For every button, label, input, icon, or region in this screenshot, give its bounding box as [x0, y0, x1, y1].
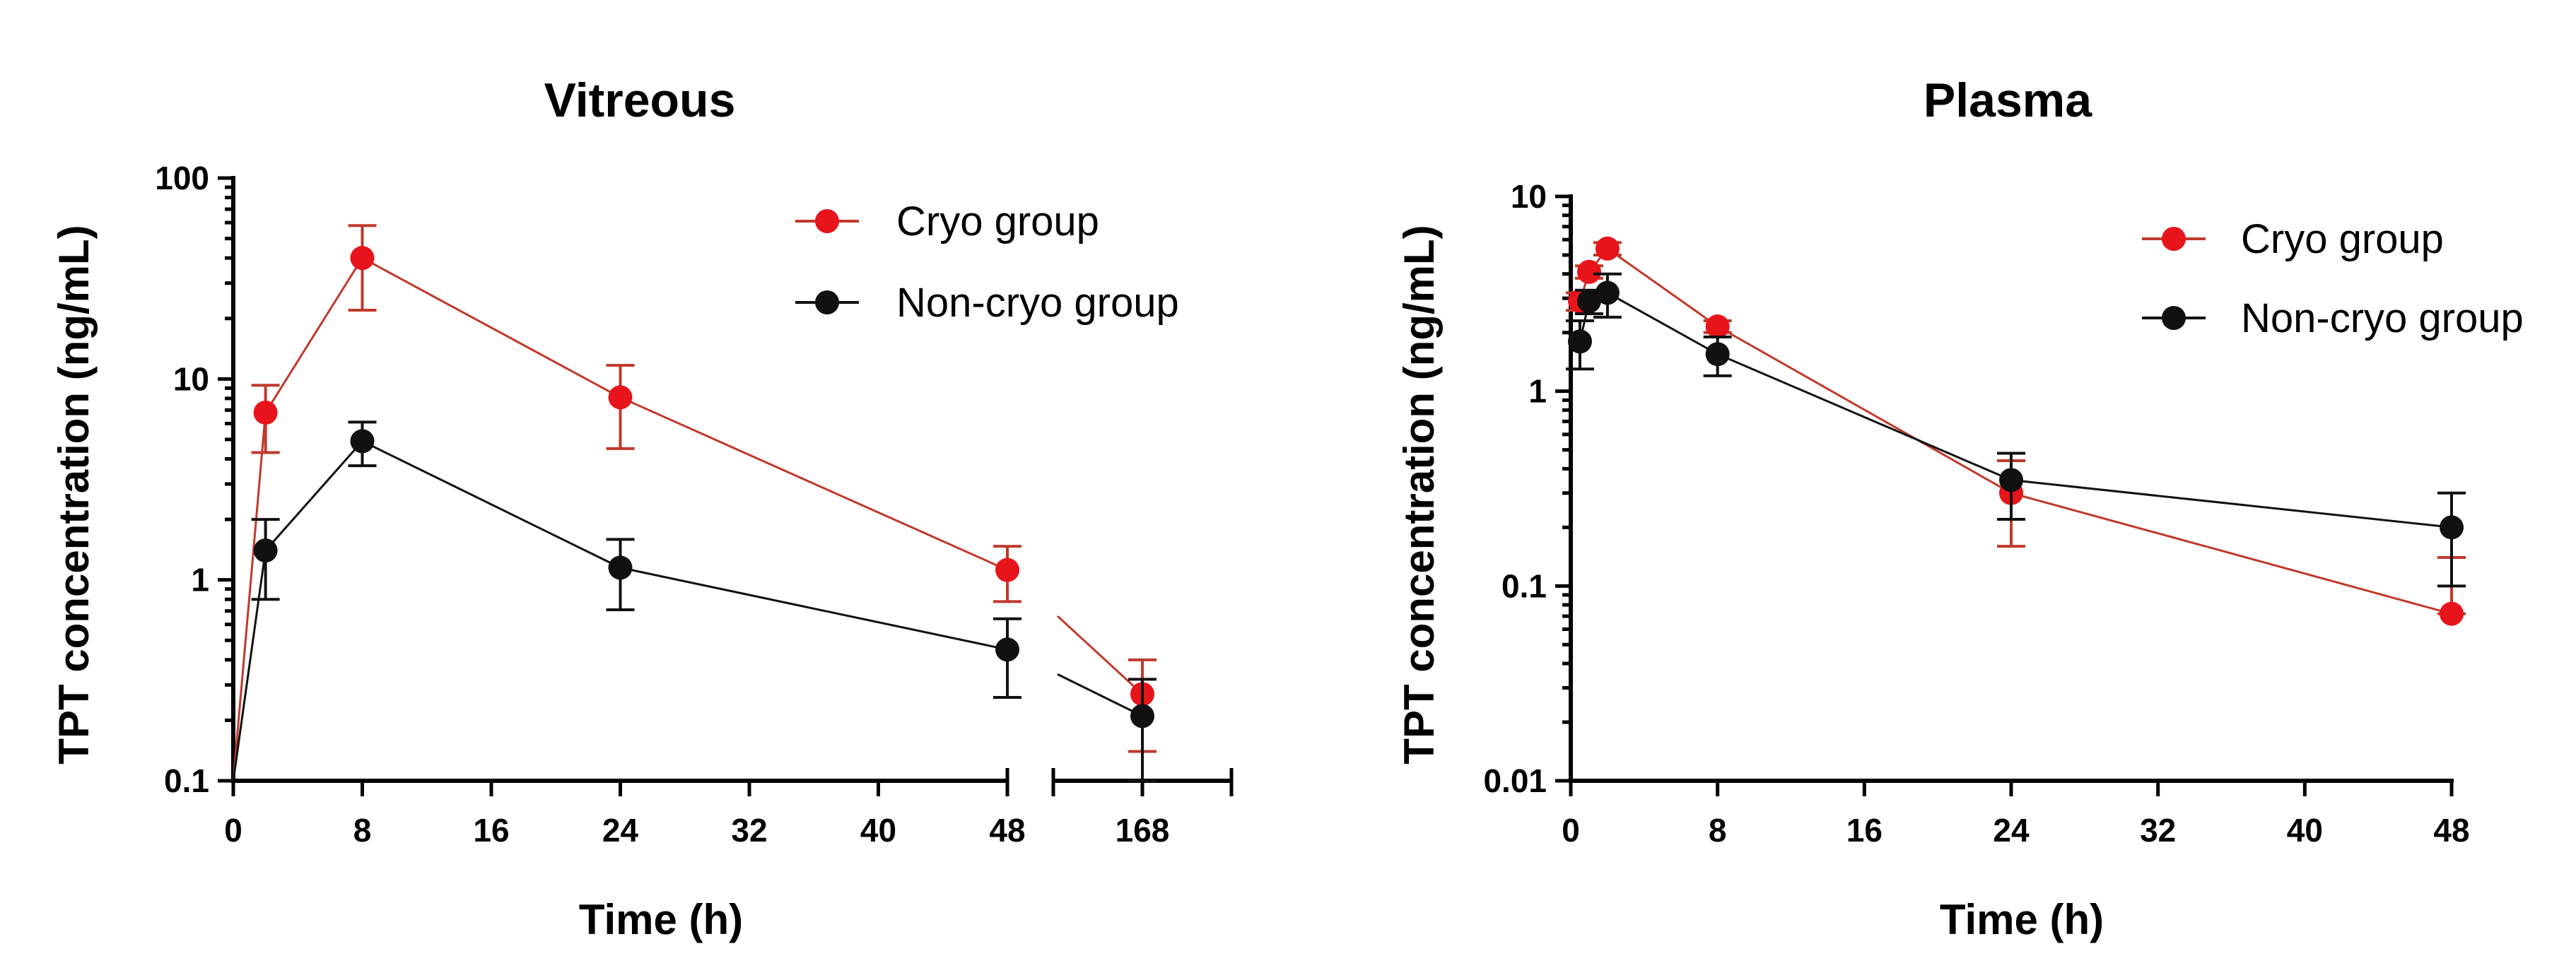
plasma-x-tick-label: 40 — [2287, 812, 2323, 849]
vitreous-series-cryo — [232, 224, 1157, 781]
plasma-x-tick-label: 8 — [1709, 812, 1727, 849]
vitreous-legend-marker — [815, 290, 839, 314]
vitreous-legend-label: Cryo group — [896, 199, 1099, 244]
plasma-data-point — [1705, 314, 1730, 339]
vitreous-series-line-continuation — [1056, 615, 1144, 695]
vitreous-title: Vitreous — [544, 73, 736, 127]
plasma-data-point — [1567, 329, 1592, 354]
plasma-y-tick-label: 0.1 — [1501, 567, 1547, 604]
vitreous-series-line-continuation — [1057, 673, 1143, 717]
plasma-x-tick-label: 0 — [1562, 812, 1580, 849]
vitreous-x-tick-label: 168 — [1116, 812, 1170, 849]
plasma-data-point — [1576, 289, 1601, 314]
vitreous-series-non-cryo — [232, 420, 1157, 782]
vitreous-y-axis-label: TPT concentration (ng/mL) — [50, 225, 98, 764]
plasma-y-tick-label: 1 — [1528, 373, 1547, 410]
vitreous-data-point — [253, 400, 278, 425]
vitreous-y-tick-label: 0.1 — [164, 762, 209, 799]
plasma-legend: Cryo group Non-cryo group — [2142, 216, 2524, 341]
plasma-x-tick-label: 32 — [2140, 812, 2176, 849]
plasma-data-point — [2440, 515, 2464, 540]
vitreous-data-point — [995, 637, 1019, 662]
plasma-y-tick-label: 0.01 — [1483, 762, 1547, 799]
vitreous-data-point — [995, 557, 1019, 582]
vitreous-axes: 0.1 1 10 100 0 8 16 24 32 40 48 168 — [155, 160, 1234, 849]
vitreous-data-point — [1130, 704, 1154, 728]
vitreous-y-tick-label: 1 — [191, 562, 209, 598]
vitreous-series-line — [232, 256, 1008, 781]
plasma-data-point — [2440, 601, 2464, 626]
plasma-y-axis-label: TPT concentration (ng/mL) — [1395, 225, 1443, 764]
plasma-x-tick-label: 48 — [2433, 812, 2469, 849]
plasma-chart: Plasma TPT concentration (ng/mL) Time (h… — [1395, 73, 2524, 943]
vitreous-y-tick-label: 10 — [173, 360, 209, 397]
plasma-x-axis-label: Time (h) — [1940, 896, 2104, 943]
vitreous-series — [232, 224, 1157, 782]
vitreous-y-tick-label: 100 — [155, 160, 209, 196]
vitreous-x-tick-label: 16 — [473, 812, 509, 849]
vitreous-legend: Cryo group Non-cryo group — [795, 199, 1179, 326]
plasma-data-point — [1999, 468, 2023, 492]
vitreous-x-tick-label: 8 — [353, 812, 372, 849]
plasma-y-tick-label: 10 — [1511, 178, 1547, 215]
vitreous-data-point — [350, 246, 375, 271]
plasma-legend-label: Cryo group — [2241, 216, 2444, 262]
plasma-x-tick-label: 16 — [1846, 812, 1883, 849]
plasma-legend-label: Non-cryo group — [2241, 295, 2524, 341]
vitreous-x-tick-label: 40 — [860, 812, 896, 849]
plasma-title: Plasma — [1924, 73, 2092, 127]
plasma-data-point — [1705, 342, 1730, 367]
vitreous-data-point — [608, 555, 633, 580]
vitreous-x-tick-label: 32 — [731, 812, 767, 849]
vitreous-data-point — [608, 385, 633, 410]
vitreous-chart: Vitreous TPT concentration (ng/mL) Time … — [50, 73, 1234, 943]
plasma-series-non-cryo — [1565, 272, 2466, 588]
vitreous-data-point — [253, 538, 278, 563]
plasma-x-tick-label: 24 — [1993, 812, 2030, 849]
vitreous-x-tick-label: 24 — [602, 812, 639, 849]
plasma-data-point — [1595, 281, 1620, 305]
plasma-data-point — [1595, 236, 1620, 261]
vitreous-legend-label: Non-cryo group — [896, 280, 1179, 326]
vitreous-x-axis-label: Time (h) — [579, 896, 743, 943]
plasma-series — [1565, 236, 2466, 626]
vitreous-x-tick-label: 0 — [224, 812, 242, 849]
plasma-legend-marker — [2162, 227, 2186, 251]
plasma-data-point — [1576, 259, 1601, 284]
vitreous-data-point — [350, 429, 375, 454]
plasma-legend-marker — [2162, 306, 2186, 330]
vitreous-x-tick-label: 48 — [989, 812, 1025, 849]
vitreous-legend-marker — [815, 209, 839, 233]
